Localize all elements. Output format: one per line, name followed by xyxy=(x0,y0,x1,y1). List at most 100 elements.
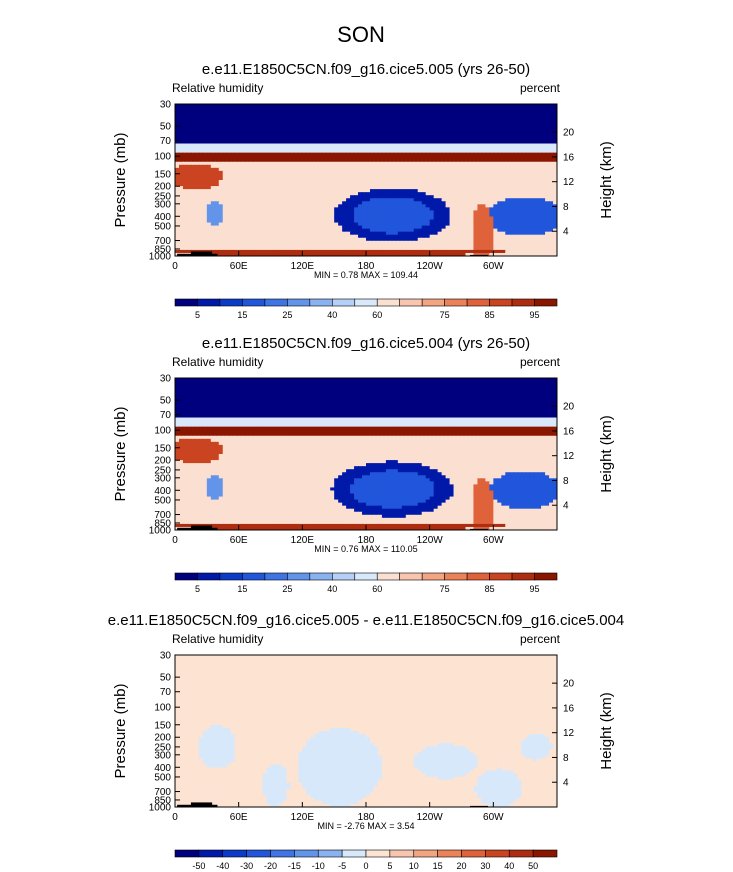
field-cell xyxy=(533,207,538,211)
field-cell xyxy=(282,116,288,120)
field-cell xyxy=(529,192,534,196)
field-cell xyxy=(206,231,212,236)
field-cell xyxy=(314,249,319,254)
field-cell xyxy=(230,158,236,163)
field-cell xyxy=(262,186,268,190)
field-cell xyxy=(421,131,427,135)
field-cell xyxy=(397,192,403,196)
field-cell xyxy=(282,158,288,163)
field-cell xyxy=(318,104,323,108)
field-cell xyxy=(525,243,530,248)
field-cell xyxy=(266,195,272,199)
field-cell xyxy=(421,186,427,190)
field-cell xyxy=(433,140,439,145)
field-cell xyxy=(413,152,419,157)
field-cell xyxy=(417,204,423,208)
field-cell xyxy=(409,186,415,190)
field-cell xyxy=(465,246,471,251)
field-cell xyxy=(477,204,482,208)
field-cell xyxy=(389,219,395,224)
field-cell xyxy=(529,128,534,132)
field-cell xyxy=(306,240,311,245)
field-cell xyxy=(525,170,530,175)
field-cell xyxy=(286,164,291,169)
field-cell xyxy=(525,207,530,211)
field-cell xyxy=(473,198,479,202)
field-cell xyxy=(545,170,550,175)
field-cell xyxy=(198,110,204,114)
field-cell xyxy=(218,246,224,251)
field-cell xyxy=(182,125,188,129)
field-cell xyxy=(389,216,395,221)
field-cell xyxy=(405,234,411,239)
field-cell xyxy=(553,198,557,202)
field-cell xyxy=(545,216,550,221)
field-cell xyxy=(541,234,546,239)
field-cell xyxy=(513,170,518,175)
field-cell xyxy=(194,176,200,181)
field-cell xyxy=(433,116,439,120)
field-cell xyxy=(529,116,534,120)
field-cell xyxy=(485,104,490,108)
field-cell xyxy=(302,104,307,108)
field-cell xyxy=(405,201,411,205)
field-cell xyxy=(254,249,260,254)
field-cell xyxy=(246,140,252,145)
field-cell xyxy=(461,173,467,178)
field-cell xyxy=(334,237,339,242)
field-cell xyxy=(338,240,343,245)
field-cell xyxy=(334,378,339,382)
field-cell xyxy=(537,116,542,120)
field-cell xyxy=(449,107,455,111)
field-cell xyxy=(314,228,319,233)
field-cell xyxy=(525,240,530,245)
field-cell xyxy=(202,107,208,111)
field-cell xyxy=(342,228,347,233)
field-cell xyxy=(501,131,506,135)
field-cell xyxy=(278,198,284,202)
field-cell xyxy=(270,173,276,178)
field-cell xyxy=(314,167,319,172)
field-cell xyxy=(194,113,200,117)
field-cell xyxy=(409,243,415,248)
field-cell xyxy=(250,180,256,184)
field-cell xyxy=(214,125,220,129)
field-cell xyxy=(258,119,264,123)
panel-left-label: Relative humidity xyxy=(172,81,263,95)
field-cell xyxy=(525,131,530,135)
field-cell xyxy=(529,216,534,221)
field-cell xyxy=(334,225,339,230)
field-cell xyxy=(493,134,498,139)
field-cell xyxy=(310,192,315,196)
field-cell xyxy=(389,137,395,142)
field-cell xyxy=(473,237,479,242)
field-cell xyxy=(377,240,383,245)
field-cell xyxy=(397,155,403,160)
field-cell xyxy=(175,234,180,239)
field-cell xyxy=(449,207,455,211)
field-cell xyxy=(290,213,295,218)
field-cell xyxy=(517,134,522,139)
field-cell xyxy=(385,219,391,224)
field-cell xyxy=(362,192,367,196)
field-cell xyxy=(318,167,323,172)
field-cell xyxy=(318,210,323,215)
field-cell xyxy=(437,180,443,184)
field-cell xyxy=(381,149,387,154)
field-cell xyxy=(190,186,196,190)
field-cell xyxy=(354,134,359,139)
field-cell xyxy=(405,113,411,117)
field-cell xyxy=(373,116,379,120)
field-cell xyxy=(449,219,455,224)
field-cell xyxy=(246,110,252,114)
field-cell xyxy=(222,158,228,163)
field-cell xyxy=(501,119,506,123)
field-cell xyxy=(397,152,403,157)
field-cell xyxy=(401,158,407,163)
field-cell xyxy=(250,152,256,157)
field-cell xyxy=(222,240,228,245)
field-cell xyxy=(262,122,268,126)
field-cell xyxy=(322,183,327,187)
panel-2: e.e11.E1850C5CN.f09_g16.cice5.004 (yrs 2… xyxy=(112,335,615,594)
field-cell xyxy=(525,149,530,154)
